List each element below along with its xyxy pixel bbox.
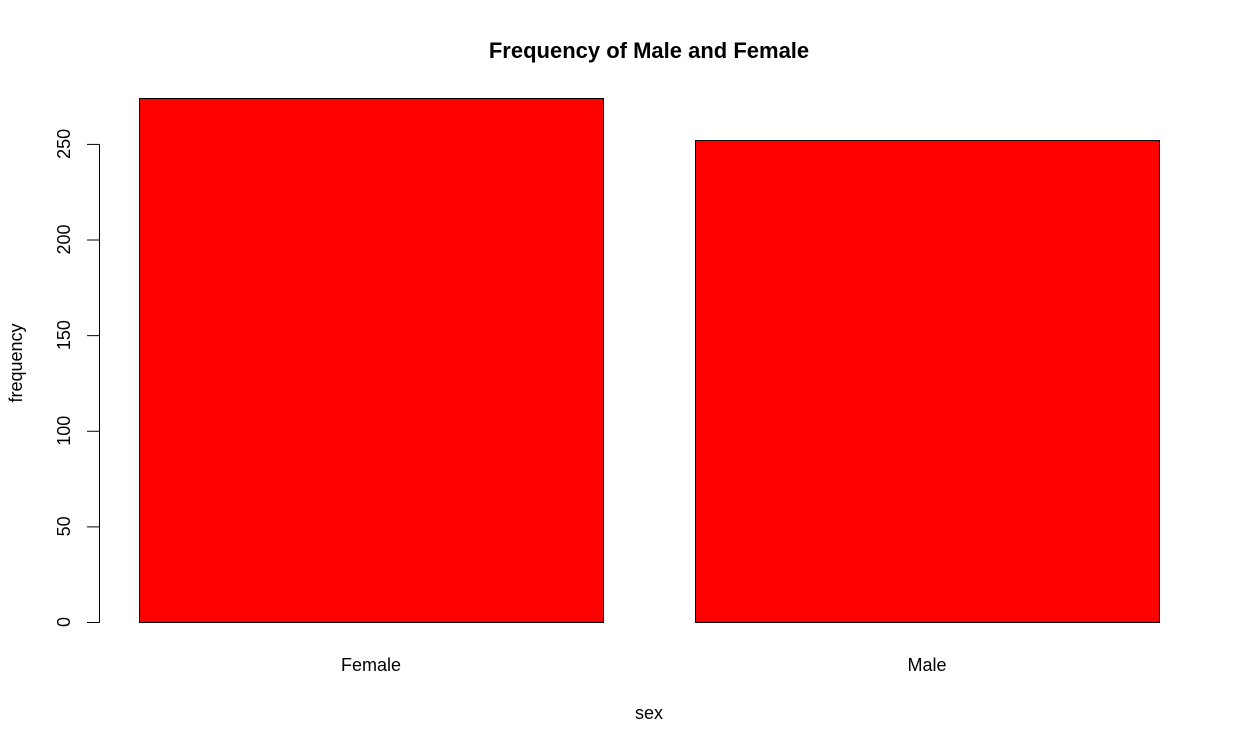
y-tick-label: 100 — [54, 416, 74, 446]
bar-male — [695, 140, 1160, 623]
bar-female — [139, 98, 604, 623]
x-tick-label-male: Male — [907, 655, 946, 675]
y-tick-label: 150 — [54, 320, 74, 350]
bars-layer — [139, 98, 1160, 623]
y-axis-label: frequency — [6, 323, 26, 402]
y-tick-label: 200 — [54, 224, 74, 254]
y-tick-label: 250 — [54, 129, 74, 159]
x-tick-label-female: Female — [341, 655, 401, 675]
y-axis: 0 50 100 150 200 250 — [54, 129, 100, 627]
x-axis-label: sex — [635, 703, 663, 723]
x-axis-tick-labels: Female Male — [341, 655, 947, 675]
y-tick-label: 0 — [54, 617, 74, 627]
chart-title: Frequency of Male and Female — [489, 38, 809, 63]
y-tick-label: 50 — [54, 516, 74, 536]
